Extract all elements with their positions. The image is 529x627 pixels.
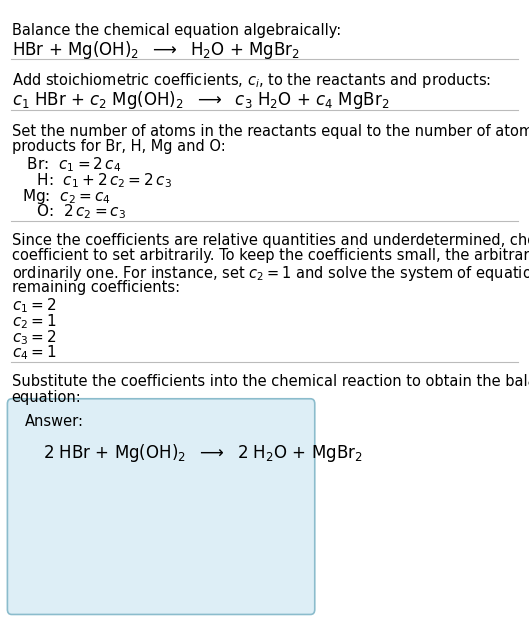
Text: $c_1 = 2$: $c_1 = 2$ xyxy=(12,297,56,315)
Text: $c_3 = 2$: $c_3 = 2$ xyxy=(12,328,56,347)
Text: coefficient to set arbitrarily. To keep the coefficients small, the arbitrary va: coefficient to set arbitrarily. To keep … xyxy=(12,248,529,263)
Text: Mg:  $c_2 = c_4$: Mg: $c_2 = c_4$ xyxy=(22,187,111,206)
FancyBboxPatch shape xyxy=(7,399,315,614)
Text: HBr + Mg(OH)$_2$  $\longrightarrow$  H$_2$O + MgBr$_2$: HBr + Mg(OH)$_2$ $\longrightarrow$ H$_2$… xyxy=(12,39,299,61)
Text: O:  $2\,c_2 = c_3$: O: $2\,c_2 = c_3$ xyxy=(22,203,126,221)
Text: remaining coefficients:: remaining coefficients: xyxy=(12,280,180,295)
Text: Answer:: Answer: xyxy=(25,414,84,429)
Text: Add stoichiometric coefficients, $c_i$, to the reactants and products:: Add stoichiometric coefficients, $c_i$, … xyxy=(12,71,491,90)
Text: Substitute the coefficients into the chemical reaction to obtain the balanced: Substitute the coefficients into the che… xyxy=(12,374,529,389)
Text: $c_1$ HBr + $c_2$ Mg(OH)$_2$  $\longrightarrow$  $c_3$ H$_2$O + $c_4$ MgBr$_2$: $c_1$ HBr + $c_2$ Mg(OH)$_2$ $\longright… xyxy=(12,89,389,111)
Text: Since the coefficients are relative quantities and underdetermined, choose a: Since the coefficients are relative quan… xyxy=(12,233,529,248)
Text: ordinarily one. For instance, set $c_2 = 1$ and solve the system of equations fo: ordinarily one. For instance, set $c_2 =… xyxy=(12,264,529,283)
Text: Balance the chemical equation algebraically:: Balance the chemical equation algebraica… xyxy=(12,23,341,38)
Text: Br:  $c_1 = 2\,c_4$: Br: $c_1 = 2\,c_4$ xyxy=(22,155,122,174)
Text: 2 HBr + Mg(OH)$_2$  $\longrightarrow$  2 H$_2$O + MgBr$_2$: 2 HBr + Mg(OH)$_2$ $\longrightarrow$ 2 H… xyxy=(43,442,363,464)
Text: equation:: equation: xyxy=(12,390,81,405)
Text: $c_2 = 1$: $c_2 = 1$ xyxy=(12,312,56,331)
Text: Set the number of atoms in the reactants equal to the number of atoms in the: Set the number of atoms in the reactants… xyxy=(12,124,529,139)
Text: $c_4 = 1$: $c_4 = 1$ xyxy=(12,344,56,362)
Text: products for Br, H, Mg and O:: products for Br, H, Mg and O: xyxy=(12,139,225,154)
Text: H:  $c_1 + 2\,c_2 = 2\,c_3$: H: $c_1 + 2\,c_2 = 2\,c_3$ xyxy=(22,171,172,190)
